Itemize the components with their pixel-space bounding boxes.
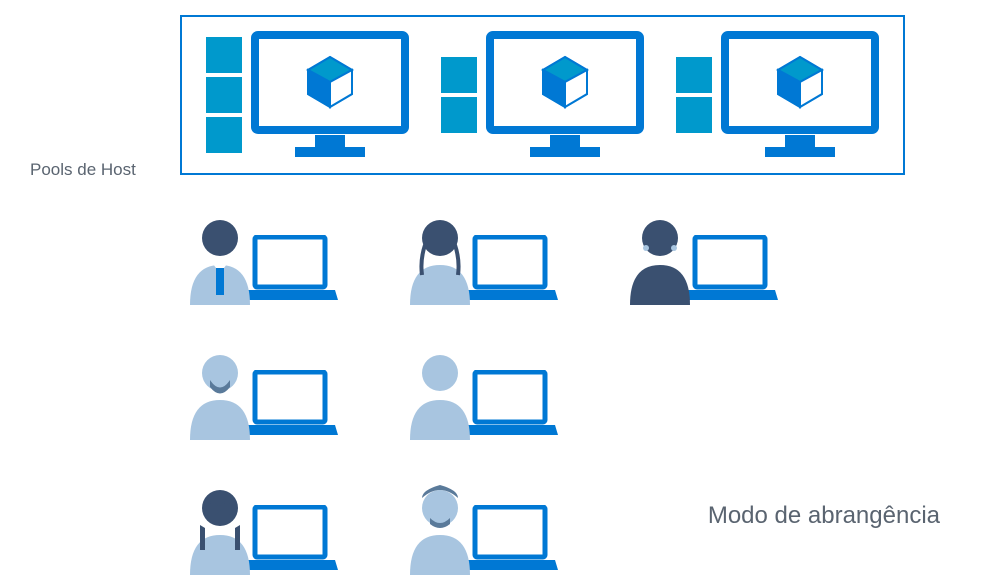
user-cell (180, 330, 400, 445)
host-block (206, 117, 242, 153)
host-block (441, 97, 477, 133)
host-blocks (676, 57, 712, 133)
host-block (206, 37, 242, 73)
person-icon (400, 345, 480, 440)
host-blocks (206, 37, 242, 153)
host-unit (676, 30, 880, 160)
user-cell (180, 465, 400, 580)
user-cell (400, 195, 620, 310)
host-pools-label: Pools de Host (30, 160, 136, 180)
host-block (206, 77, 242, 113)
monitor-icon (720, 30, 880, 160)
host-block (441, 57, 477, 93)
host-unit (441, 30, 645, 160)
user-cell (400, 465, 620, 580)
host-block (676, 97, 712, 133)
person-icon (400, 210, 480, 305)
user-cell (180, 195, 400, 310)
host-block (676, 57, 712, 93)
person-icon (620, 210, 700, 305)
host-pool-container (180, 15, 905, 175)
host-blocks (441, 57, 477, 133)
person-icon (180, 210, 260, 305)
person-icon (180, 480, 260, 575)
user-cell (400, 330, 620, 445)
monitor-icon (485, 30, 645, 160)
person-icon (400, 480, 480, 575)
host-unit (206, 30, 410, 160)
person-icon (180, 345, 260, 440)
monitor-icon (250, 30, 410, 160)
user-cell (620, 195, 840, 310)
users-grid (180, 195, 840, 580)
